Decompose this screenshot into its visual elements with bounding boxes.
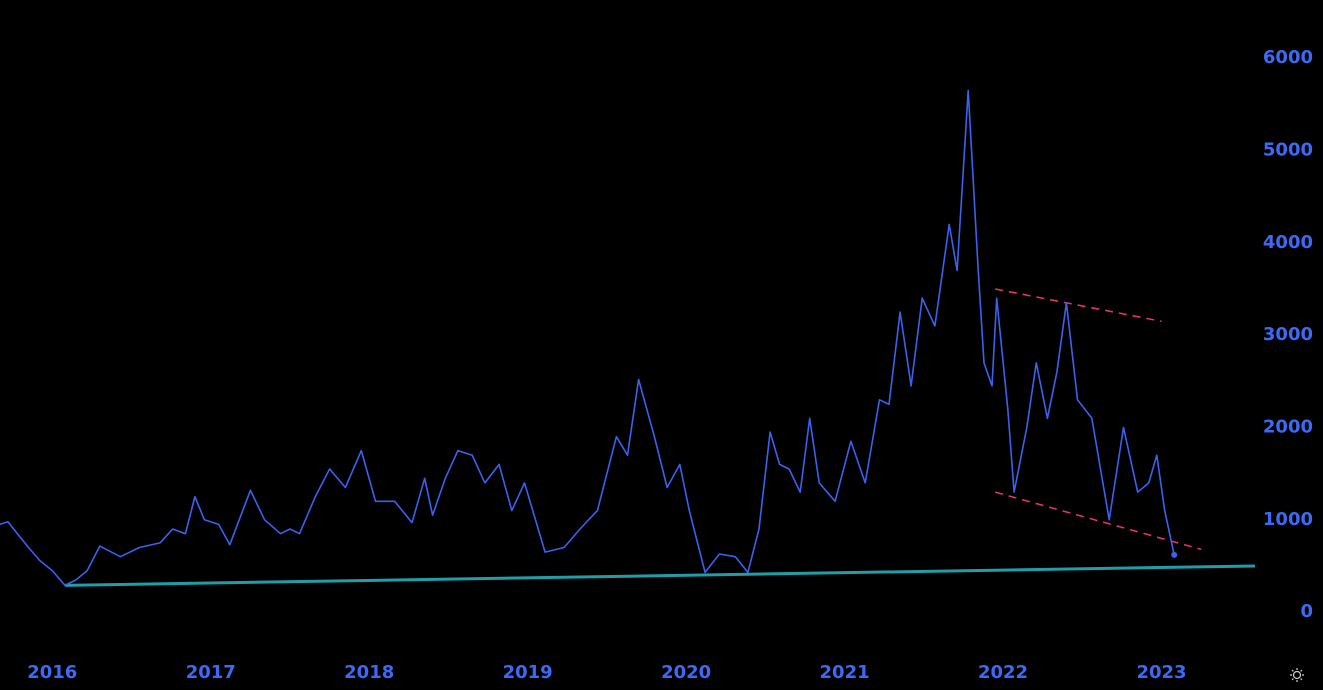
last-point <box>1171 551 1178 558</box>
trend-line <box>64 564 1256 587</box>
y-tick-label: 5000 <box>1263 139 1313 160</box>
y-tick-label: 1000 <box>1263 509 1313 530</box>
y-tick-label: 0 <box>1300 601 1313 622</box>
settings-icon[interactable] <box>1290 668 1304 682</box>
y-tick-label: 2000 <box>1263 416 1313 437</box>
x-tick-label: 2016 <box>27 662 77 683</box>
x-tick-label: 2017 <box>186 662 236 683</box>
x-tick-label: 2021 <box>820 662 870 683</box>
y-tick-label: 6000 <box>1263 47 1313 68</box>
x-tick-label: 2022 <box>978 662 1028 683</box>
x-tick-label: 2023 <box>1136 662 1186 683</box>
price-line <box>0 89 1175 587</box>
y-tick-label: 3000 <box>1263 324 1313 345</box>
trend-line <box>994 491 1202 551</box>
x-tick-label: 2019 <box>503 662 553 683</box>
y-tick-label: 4000 <box>1263 232 1313 253</box>
x-tick-label: 2020 <box>661 662 711 683</box>
trend-line <box>994 288 1162 323</box>
x-tick-label: 2018 <box>344 662 394 683</box>
